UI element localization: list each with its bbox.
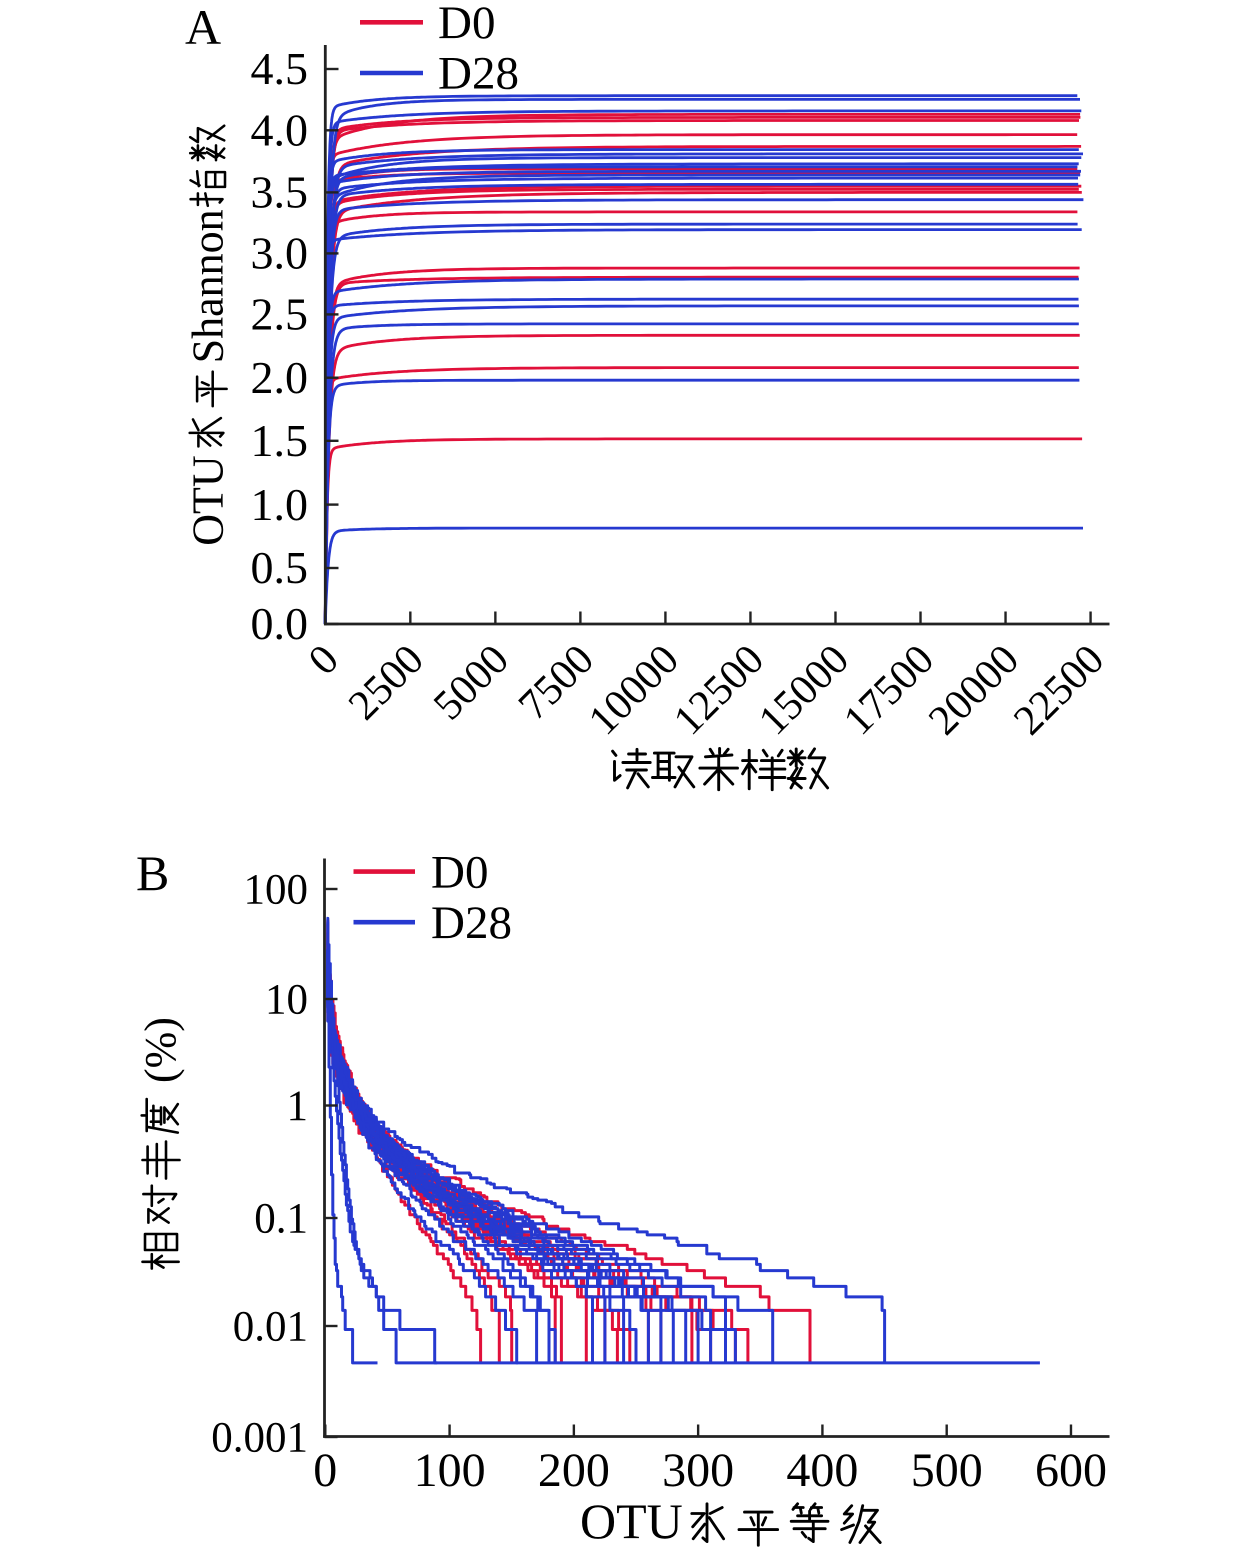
- svg-text:200: 200: [538, 1444, 610, 1497]
- svg-text:3.0: 3.0: [251, 228, 309, 279]
- svg-text:OTU: OTU: [184, 455, 233, 545]
- svg-text:1.5: 1.5: [251, 415, 309, 466]
- svg-text:2.0: 2.0: [251, 352, 309, 403]
- svg-text:Shannon: Shannon: [184, 209, 233, 363]
- svg-text:1: 1: [287, 1083, 309, 1130]
- svg-text:D0: D0: [438, 0, 495, 49]
- svg-text:D0: D0: [431, 846, 488, 898]
- svg-text:300: 300: [662, 1444, 734, 1497]
- svg-text:600: 600: [1035, 1444, 1107, 1497]
- svg-text:2.5: 2.5: [251, 289, 309, 340]
- svg-text:0.5: 0.5: [251, 542, 309, 593]
- svg-text:OTU: OTU: [580, 1493, 683, 1549]
- svg-text:D28: D28: [431, 897, 512, 949]
- svg-text:(%): (%): [136, 1017, 185, 1083]
- svg-text:0.001: 0.001: [211, 1415, 308, 1462]
- svg-text:0: 0: [313, 1444, 337, 1497]
- svg-text:0.0: 0.0: [251, 598, 309, 649]
- svg-text:10: 10: [265, 977, 308, 1024]
- svg-text:D28: D28: [438, 48, 519, 100]
- svg-text:A: A: [185, 0, 221, 55]
- svg-text:4.5: 4.5: [251, 43, 309, 94]
- svg-text:1.0: 1.0: [251, 479, 309, 530]
- svg-text:B: B: [136, 845, 169, 901]
- svg-text:0.1: 0.1: [254, 1196, 308, 1243]
- svg-text:100: 100: [244, 867, 309, 914]
- svg-text:3.5: 3.5: [251, 167, 309, 218]
- svg-text:500: 500: [911, 1444, 983, 1497]
- svg-text:400: 400: [786, 1444, 858, 1497]
- svg-text:4.0: 4.0: [251, 105, 309, 156]
- svg-text:100: 100: [414, 1444, 486, 1497]
- svg-text:0.01: 0.01: [233, 1304, 308, 1351]
